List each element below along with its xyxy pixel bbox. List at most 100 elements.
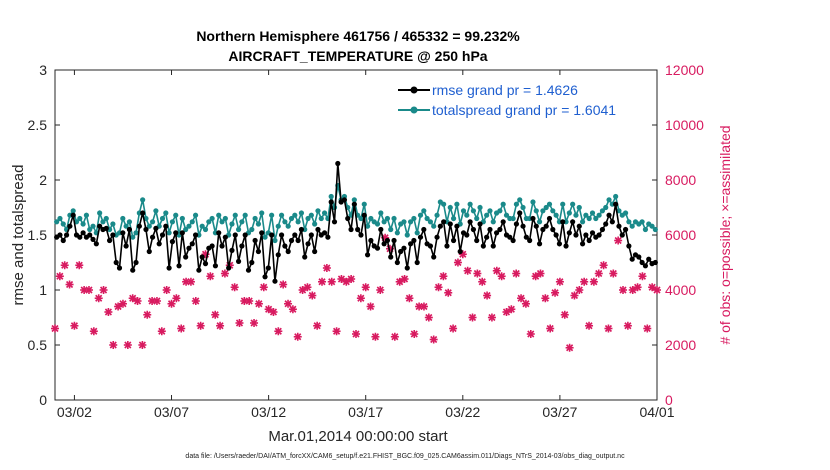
series-point-rmse (130, 267, 136, 273)
series-point-totalspread (312, 221, 318, 227)
series-point-rmse (110, 232, 116, 238)
legend-spread-marker (410, 106, 418, 114)
series-point-rmse (278, 232, 285, 238)
obs-marker (585, 321, 594, 330)
series-point-rmse (619, 232, 625, 238)
series-point-rmse (335, 160, 341, 167)
series-point-rmse (550, 226, 556, 233)
obs-marker (623, 321, 632, 330)
y-tick-label: 1.5 (28, 227, 48, 243)
y-tick-label: 2.5 (28, 117, 48, 133)
obs-marker (352, 330, 360, 338)
series-point-totalspread (513, 201, 520, 207)
obs-marker (483, 291, 492, 300)
series-point-rmse (143, 226, 149, 233)
series-point-rmse (444, 243, 450, 249)
series-point-totalspread (315, 208, 321, 214)
series-point-rmse (192, 232, 199, 238)
series-point-rmse (477, 221, 483, 227)
obs-marker (599, 261, 608, 270)
y-right-axis-label: # of obs: o=possible; ×=assimilated (717, 125, 733, 344)
obs-marker (51, 324, 59, 333)
series-point-totalspread (497, 208, 503, 214)
series-point-totalspread (411, 215, 417, 222)
series-point-rmse (166, 265, 172, 271)
series-point-totalspread (384, 215, 391, 222)
series-point-rmse (93, 241, 99, 247)
series-point-rmse (308, 232, 314, 238)
series-point-rmse (381, 241, 387, 247)
footer-data-file: data file: /Users/raeder/DAI/ATM_forcXX/… (185, 453, 625, 460)
obs-marker (230, 283, 239, 292)
obs-marker (356, 294, 365, 303)
series-point-totalspread (275, 223, 281, 229)
obs-marker (555, 277, 564, 286)
series-point-totalspread (292, 212, 298, 218)
series-point-totalspread (179, 215, 185, 222)
series-point-rmse (553, 232, 559, 238)
series-point-rmse (523, 234, 529, 240)
series-point-totalspread (434, 212, 440, 218)
series-point-totalspread (603, 204, 609, 211)
series-point-rmse (262, 274, 268, 280)
series-point-totalspread (216, 212, 222, 218)
obs-marker (109, 341, 118, 349)
obs-marker (279, 280, 288, 289)
series-point-rmse (517, 210, 523, 216)
series-point-totalspread (407, 219, 414, 225)
series-point-rmse (474, 237, 480, 244)
series-point-rmse (493, 230, 500, 236)
series-point-totalspread (589, 210, 596, 216)
series-point-totalspread (378, 210, 384, 216)
obs-marker (434, 283, 443, 292)
series-point-rmse (513, 221, 520, 227)
obs-marker (371, 332, 380, 341)
obs-marker (614, 236, 623, 245)
obs-marker (390, 332, 399, 341)
series-point-rmse (384, 237, 391, 244)
series-point-rmse (232, 232, 238, 238)
series-point-totalspread (199, 223, 205, 229)
series-point-rmse (159, 232, 166, 238)
series-point-totalspread (368, 215, 374, 222)
series-point-rmse (239, 243, 245, 249)
series-point-totalspread (464, 212, 470, 218)
series-point-totalspread (606, 197, 612, 203)
series-point-rmse (361, 212, 367, 218)
series-point-rmse (235, 258, 242, 264)
series-point-totalspread (388, 226, 394, 233)
obs-marker (405, 294, 414, 303)
series-point-totalspread (298, 210, 305, 216)
series-point-rmse (146, 248, 152, 255)
series-point-rmse (156, 241, 162, 247)
series-point-totalspread (490, 219, 496, 225)
series-point-totalspread (361, 201, 367, 207)
series-point-totalspread (441, 201, 447, 207)
series-point-rmse (80, 230, 86, 236)
series-point-totalspread (80, 221, 86, 227)
obs-marker (89, 327, 98, 336)
obs-marker (322, 264, 331, 272)
series-point-totalspread (652, 226, 658, 233)
series-point-totalspread (622, 210, 629, 216)
series-point-rmse (302, 254, 308, 260)
obs-marker (521, 299, 530, 308)
series-point-totalspread (503, 212, 510, 218)
series-point-rmse (576, 223, 582, 229)
series-lines (54, 160, 658, 284)
series-point-totalspread (510, 215, 516, 222)
series-point-totalspread (126, 219, 133, 225)
series-point-totalspread (381, 219, 387, 225)
series-point-totalspread (460, 208, 467, 214)
series-point-totalspread (599, 208, 606, 214)
series-point-rmse (186, 245, 192, 251)
series-point-rmse (427, 243, 434, 249)
obs-marker (284, 299, 293, 308)
series-point-rmse (209, 243, 215, 249)
series-point-rmse (315, 226, 321, 233)
series-point-totalspread (133, 230, 139, 236)
series-point-totalspread (321, 210, 328, 216)
x-tick-label: 03/17 (348, 404, 383, 420)
legend-rmse-marker (410, 86, 418, 94)
series-point-totalspread (474, 215, 480, 222)
